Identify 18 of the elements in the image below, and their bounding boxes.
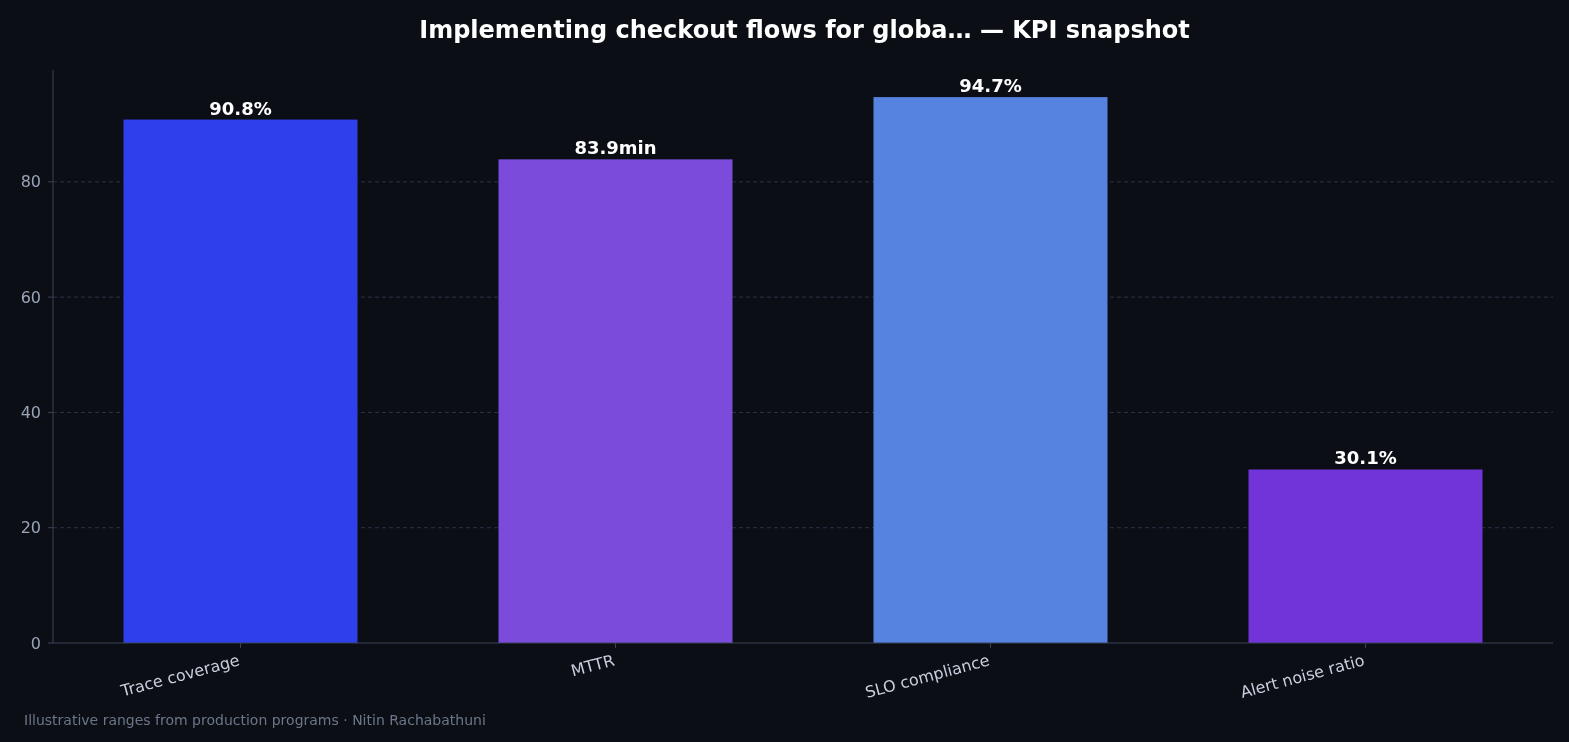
y-tick-label: 80 [20, 172, 41, 192]
data-label: 94.7% [959, 75, 1022, 97]
text: Illustrative ranges from production programs · Nitin Rachabathuni [24, 712, 486, 728]
y-tick-label: 20 [20, 518, 41, 538]
data-label: 83.9min [574, 137, 657, 159]
bar [498, 159, 733, 643]
data-label: 90.8% [209, 97, 272, 119]
y-tick-label: 0 [30, 633, 41, 653]
bar [873, 97, 1108, 643]
data-label: 30.1% [1334, 447, 1397, 469]
x-tick-label: Trace coverage [117, 650, 242, 701]
chart-title: Implementing checkout flows for globa… — KPI snapshot [419, 16, 1190, 44]
y-tick-label: 40 [20, 403, 41, 423]
x-tick-label: Alert noise ratio [1238, 650, 1367, 702]
y-tick-label: 60 [20, 287, 41, 307]
bar [123, 119, 358, 643]
x-tick-label: MTTR [568, 650, 617, 681]
bar [1248, 469, 1483, 643]
